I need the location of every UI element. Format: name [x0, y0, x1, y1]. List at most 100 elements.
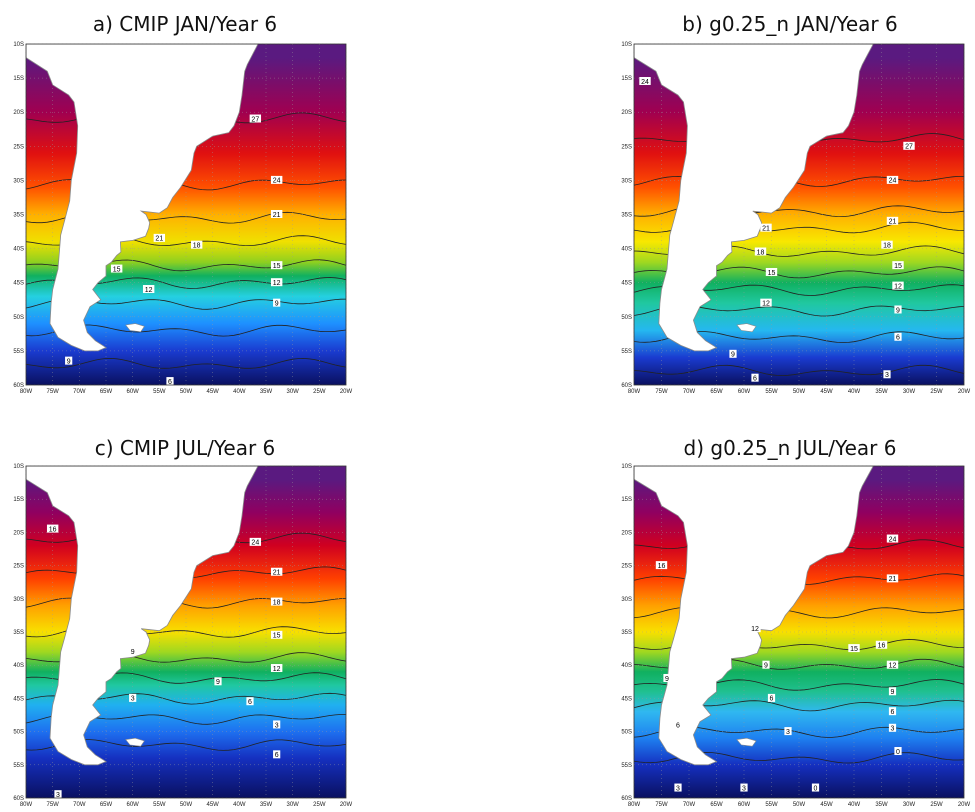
lat-tick-label: 10S [13, 464, 24, 470]
panel-title: d) g0.25_n JUL/Year 6 [683, 436, 897, 460]
lat-tick-label: 50S [13, 730, 24, 736]
contour-label: 18 [883, 242, 891, 249]
contour-label: 9 [764, 663, 768, 670]
lat-tick-label: 45S [13, 281, 24, 287]
contour-label: 9 [731, 352, 735, 359]
contour-label-bg [886, 534, 899, 543]
panel-title: c) CMIP JUL/Year 6 [94, 436, 276, 460]
contour-label-bg [894, 747, 902, 756]
contour-label: 24 [889, 536, 897, 543]
lat-tick-label: 60S [13, 796, 24, 802]
contour-label: 12 [145, 287, 153, 294]
contour-label-bg [674, 720, 682, 729]
contour-label: 0 [896, 749, 900, 756]
lat-tick-label: 60S [621, 383, 632, 389]
lat-tick-label: 35S [13, 630, 24, 636]
lat-tick-label: 25S [621, 144, 632, 150]
contour-label: 27 [905, 144, 913, 151]
contour-label: 21 [889, 219, 897, 226]
lat-tick-label: 35S [621, 630, 632, 636]
lon-tick-label: 65W [100, 802, 113, 808]
lon-tick-label: 45W [206, 802, 219, 808]
land-south-america [26, 44, 259, 352]
contour-label: 9 [891, 689, 895, 696]
lat-tick-label: 60S [621, 796, 632, 802]
contour-label-bg [894, 332, 902, 341]
lon-tick-label: 80W [20, 389, 33, 395]
contour-label: 3 [275, 722, 279, 729]
contour-label: 0 [814, 785, 818, 792]
lat-tick-label: 45S [621, 281, 632, 287]
contour-label-bg [214, 677, 222, 686]
land-falklands [736, 737, 757, 747]
lon-tick-label: 45W [820, 802, 833, 808]
lat-tick-label: 20S [13, 110, 24, 116]
lon-tick-label: 25W [930, 802, 943, 808]
map-frame [25, 465, 347, 799]
lon-tick-label: 70W [683, 802, 696, 808]
lat-tick-label: 40S [13, 663, 24, 669]
contour-label-bg [270, 278, 283, 287]
lat-tick-label: 60S [13, 383, 24, 389]
contour-labels: 6 9 9 12 12 15 15 18 21 21 24 27 [65, 114, 283, 386]
lon-tick-label: 45W [206, 389, 219, 395]
contour-label-bg [760, 298, 772, 307]
contour-label-bg [875, 640, 888, 649]
contour-label-bg [655, 561, 668, 570]
contour-label-bg [249, 114, 262, 123]
contour-label: 6 [891, 709, 895, 716]
contour-label: 12 [894, 283, 902, 290]
panel-d: d) g0.25_n JUL/Year 6 [605, 430, 975, 810]
contour-label: 12 [273, 280, 281, 287]
contour-label-bg [886, 216, 899, 225]
panel-title: a) CMIP JAN/Year 6 [92, 12, 278, 36]
lat-tick-label: 55S [621, 763, 632, 769]
contour-label: 15 [273, 633, 281, 640]
contour-label: 3 [56, 792, 60, 799]
lon-tick-label: 60W [738, 802, 751, 808]
contour-label-bg [273, 750, 281, 759]
contour-label-bg [270, 597, 283, 606]
lat-tick-label: 55S [621, 349, 632, 355]
contour-label-bg [129, 693, 137, 702]
contour-label-bg [129, 647, 137, 656]
lon-tick-label: 35W [260, 389, 273, 395]
lon-tick-label: 50W [180, 389, 193, 395]
lon-tick-label: 65W [710, 389, 723, 395]
contour-label-bg [142, 285, 155, 294]
contour-label-bg [751, 373, 759, 382]
lat-tick-label: 10S [621, 42, 632, 48]
lat-tick-label: 15S [621, 497, 632, 503]
contour-label: 6 [248, 699, 252, 706]
lat-tick-label: 50S [13, 315, 24, 321]
lat-tick-label: 10S [621, 464, 632, 470]
contour-label: 16 [49, 526, 57, 533]
contour-label-bg [888, 723, 897, 732]
contour-label-bg [784, 727, 792, 736]
contour-label-bg [674, 783, 682, 792]
lon-tick-label: 50W [180, 802, 193, 808]
lat-tick-label: 20S [621, 110, 632, 116]
lon-tick-label: 20W [958, 389, 971, 395]
lat-tick-label: 10S [13, 42, 24, 48]
lat-tick-label: 15S [13, 497, 24, 503]
lon-tick-label: 30W [903, 389, 916, 395]
map-frame [633, 465, 965, 799]
lat-tick-label: 55S [13, 763, 24, 769]
panel-b: b) g0.25_n JAN/Year 6 [605, 0, 975, 400]
lon-tick-label: 30W [286, 802, 299, 808]
panel-c: c) CMIP JUL/Year 6 [0, 430, 370, 810]
lat-tick-label: 30S [13, 178, 24, 184]
contour-label-bg [811, 783, 820, 792]
contour-label-bg [760, 223, 772, 232]
lon-tick-label: 80W [628, 389, 641, 395]
contour-label: 24 [641, 79, 649, 86]
lat-tick-label: 30S [621, 178, 632, 184]
lon-tick-label: 65W [100, 389, 113, 395]
lat-tick-label: 20S [13, 530, 24, 536]
map-panel-a: 6 9 9 12 12 15 15 18 21 21 24 27 10S 15S 20S 25S 30S 35S 4… [13, 42, 352, 395]
contour-label-bg [246, 697, 254, 706]
contour-label: 6 [896, 335, 900, 342]
lon-tick-label: 40W [848, 389, 861, 395]
contour-label-bg [894, 305, 902, 314]
